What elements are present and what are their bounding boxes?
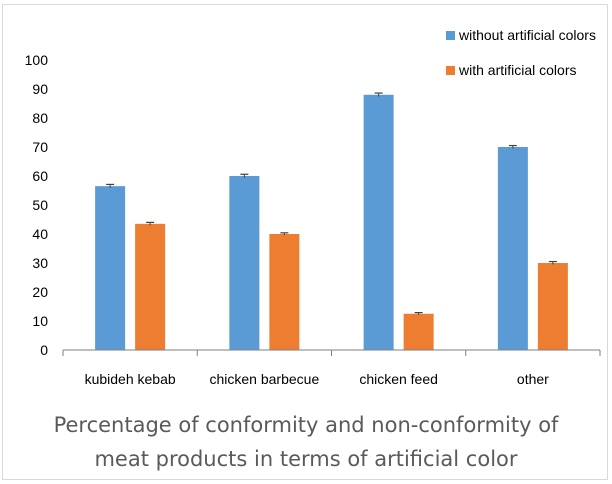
bar	[403, 313, 434, 350]
y-tick-label: 10	[32, 313, 48, 329]
bar	[135, 223, 166, 350]
bar	[497, 147, 528, 350]
y-tick-label: 70	[32, 139, 48, 155]
bar	[95, 186, 126, 350]
legend-label: without artificial colors	[458, 27, 596, 43]
legend: without artificial colors with artificial…	[446, 27, 596, 78]
x-tick-label: chicken feed	[359, 371, 438, 387]
y-axis-ticks: 0 10 20 30 40 50 60 70 80 90 100	[25, 52, 49, 358]
y-tick-label: 40	[32, 226, 48, 242]
x-tick-label: chicken barbecue	[210, 371, 320, 387]
y-tick-label: 0	[40, 342, 48, 358]
legend-swatch	[446, 31, 455, 40]
legend-label: with artificial colors	[458, 62, 576, 78]
y-tick-label: 100	[25, 52, 49, 68]
x-tick-label: other	[517, 371, 549, 387]
error-bars	[106, 92, 557, 315]
bar-chart: 0 10 20 30 40 50 60 70 80 90 100 kubideh kebab chic…	[25, 27, 601, 387]
bars	[95, 94, 568, 350]
x-axis-ticks: kubideh kebab chicken barbecue chicken fee…	[62, 350, 601, 387]
y-tick-label: 80	[32, 110, 48, 126]
caption-line-2: meat products in terms of artificial col…	[94, 447, 518, 471]
x-tick-label: kubideh kebab	[85, 371, 176, 387]
y-tick-label: 90	[32, 81, 48, 97]
bar	[269, 234, 300, 350]
bar	[537, 263, 568, 350]
caption-line-1: Percentage of conformity and non-conform…	[53, 413, 559, 437]
bar	[229, 176, 260, 350]
caption: Percentage of conformity and non-conform…	[0, 408, 612, 476]
y-tick-label: 30	[32, 255, 48, 271]
y-tick-label: 50	[32, 197, 48, 213]
bar	[363, 94, 394, 350]
y-tick-label: 60	[32, 168, 48, 184]
y-tick-label: 20	[32, 284, 48, 300]
legend-swatch	[446, 66, 455, 75]
